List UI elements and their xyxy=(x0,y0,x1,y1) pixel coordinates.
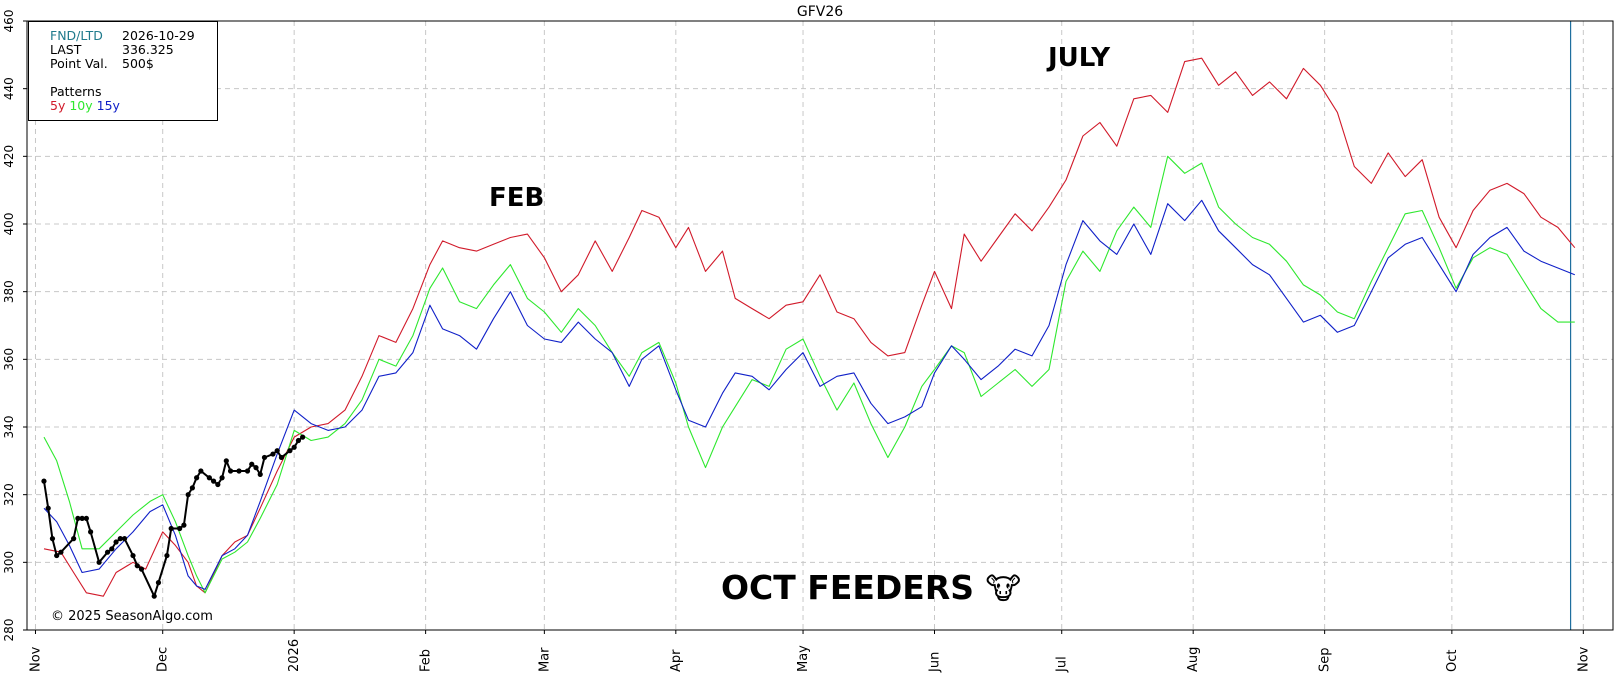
y-tick-label: 320 xyxy=(2,483,16,506)
x-tick-label: May xyxy=(796,645,811,672)
data-point xyxy=(49,536,56,542)
data-point xyxy=(88,529,94,535)
data-point xyxy=(113,539,119,545)
data-point xyxy=(270,451,276,457)
y-tick-label: 440 xyxy=(2,77,16,100)
patterns-label: Patterns xyxy=(50,84,102,99)
data-point xyxy=(257,471,263,477)
legend-5y: 5y xyxy=(50,98,66,113)
legend-15y: 15y xyxy=(96,98,120,113)
x-tick-label: Oct xyxy=(1445,650,1460,672)
x-tick-label: Nov xyxy=(28,646,43,672)
footer-title-text: OCT FEEDERS xyxy=(721,568,975,607)
last-label: LAST xyxy=(50,42,82,57)
data-point xyxy=(215,481,221,488)
data-point xyxy=(54,552,60,559)
point-value-label: Point Val. xyxy=(50,56,108,71)
data-point xyxy=(295,437,302,444)
y-tick-label: 400 xyxy=(2,213,16,236)
data-point xyxy=(249,461,255,467)
data-point xyxy=(185,492,191,498)
legend-10y: 10y xyxy=(69,98,93,113)
data-point xyxy=(75,515,81,521)
data-point xyxy=(45,505,51,511)
data-point xyxy=(164,552,170,559)
series-line-10y xyxy=(43,155,1575,594)
chart-title: GFV26 xyxy=(797,4,843,20)
data-point xyxy=(177,525,183,532)
data-point xyxy=(109,546,115,552)
data-point xyxy=(194,475,200,481)
series-line-5y xyxy=(43,57,1576,597)
data-point xyxy=(134,563,140,569)
data-point xyxy=(219,475,225,481)
point-value-value: 500$ xyxy=(122,56,154,71)
y-tick-label: 360 xyxy=(2,348,16,371)
data-point xyxy=(121,536,128,542)
pattern-legend: 5y 10y 15y xyxy=(50,98,120,114)
plot-frame xyxy=(26,20,1614,631)
data-point xyxy=(291,444,297,450)
grid xyxy=(27,20,1613,631)
data-point xyxy=(83,515,89,521)
data-point xyxy=(138,566,145,572)
data-point xyxy=(287,448,293,454)
data-point xyxy=(71,536,77,542)
fnd-ltd-value: 2026-10-29 xyxy=(122,28,195,43)
x-tick-label: Aug xyxy=(1186,647,1201,672)
data-point xyxy=(210,478,217,484)
data-point xyxy=(41,478,47,484)
y-tick-label: 460 xyxy=(2,10,16,33)
y-tick-label: 280 xyxy=(2,619,16,642)
x-tick-label: Apr xyxy=(669,649,684,672)
data-point xyxy=(96,559,102,565)
series-line-15y xyxy=(43,199,1576,590)
footer-title: OCT FEEDERS 🐮 xyxy=(721,568,1021,607)
data-point xyxy=(117,536,123,542)
data-point xyxy=(227,468,234,474)
info-legend-box: FND/LTD 2026-10-29 LAST 336.325 Point Va… xyxy=(28,21,218,121)
data-point xyxy=(274,448,280,454)
last-value: 336.325 xyxy=(122,42,174,57)
july-annotation: JULY xyxy=(1048,43,1111,73)
data-point xyxy=(244,468,251,474)
axes: 280 300 320 340 360 380 400 420 440 460 Nov Dec 2026… xyxy=(2,10,1614,673)
data-point xyxy=(130,552,136,559)
x-tick-label: Nov xyxy=(1576,646,1591,672)
data-point xyxy=(278,454,285,461)
data-point xyxy=(253,465,259,471)
data-point xyxy=(168,525,174,532)
data-point xyxy=(151,593,157,599)
data-point xyxy=(236,468,242,474)
copyright-text: © 2025 SeasonAlgo.com xyxy=(51,609,213,624)
y-tick-label: 380 xyxy=(2,280,16,303)
fnd-ltd-label: FND/LTD xyxy=(50,28,103,43)
y-tick-label: 420 xyxy=(2,145,16,168)
data-point xyxy=(189,485,195,491)
series-lines xyxy=(41,57,1576,599)
x-tick-label: Sep xyxy=(1318,647,1333,672)
x-tick-label: Mar xyxy=(537,647,552,672)
x-tick-label: 2026 xyxy=(287,639,302,672)
feb-annotation: FEB xyxy=(489,183,545,213)
x-tick-label: Jun xyxy=(927,652,942,673)
x-tick-label: Dec xyxy=(156,647,171,672)
data-point xyxy=(104,549,111,555)
data-point xyxy=(181,522,187,528)
data-point xyxy=(223,458,229,464)
x-tick-label: Jul xyxy=(1055,656,1070,673)
data-point xyxy=(155,580,162,586)
data-point xyxy=(58,549,64,555)
data-point xyxy=(79,515,85,521)
data-point xyxy=(300,434,306,440)
data-point xyxy=(261,454,268,461)
cow-icon: 🐮 xyxy=(985,572,1022,607)
data-point xyxy=(198,468,204,474)
data-point xyxy=(206,475,212,481)
x-tick-label: Feb xyxy=(419,649,434,672)
y-tick-label: 340 xyxy=(2,416,16,439)
y-tick-label: 300 xyxy=(2,551,16,574)
